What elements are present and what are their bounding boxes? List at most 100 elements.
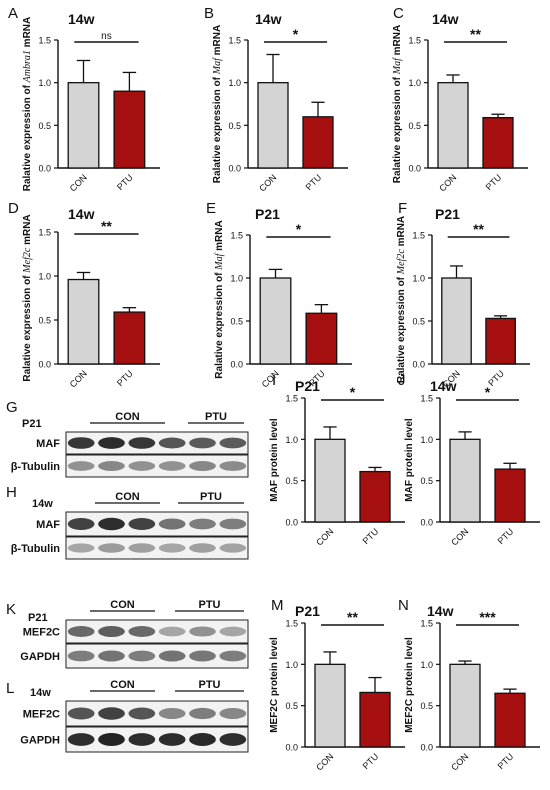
bar-con [314, 438, 346, 523]
y-axis-label-suffix: mRNA [22, 214, 33, 247]
x-tick-label: CON [437, 172, 458, 193]
y-tick-label: 0.5 [285, 476, 298, 486]
bar-con [67, 82, 100, 169]
chart-title: P21 [435, 206, 460, 222]
x-tick-label: PTU [484, 172, 504, 192]
bar-chart-d: D 14w 0.0 0.5 1.0 1.5 Ralative expression of M… [8, 200, 160, 390]
x-tick-label: PTU [115, 368, 135, 388]
blot-row-label: GAPDH [20, 735, 60, 747]
bar-chart-i: I P21 0.0 0.5 1.0 1.5 MAF protein level CON PTU * [269, 372, 405, 548]
bar-chart-e: E P21 0.0 0.5 1.0 1.5 Ralative expression of M… [206, 200, 352, 390]
blot-band [128, 707, 156, 720]
y-axis-label-suffix: mRNA [212, 25, 223, 58]
panel-letter: N [398, 597, 409, 614]
blot-band [158, 518, 186, 530]
blot-row-label: MEF2C [23, 627, 60, 639]
y-tick-label: 0.0 [420, 518, 433, 528]
bar-ptu [302, 116, 334, 169]
y-tick-label: 1.0 [38, 272, 51, 282]
blot-band [158, 650, 186, 662]
blot-band [128, 543, 156, 553]
blot-band [189, 543, 216, 553]
blot-band [128, 626, 156, 637]
significance-label: ** [470, 26, 481, 42]
blot-band [219, 518, 247, 530]
y-tick-label: 1.5 [38, 228, 51, 238]
blot-band [128, 650, 156, 662]
significance-label: ** [347, 609, 358, 625]
blot-band [128, 517, 156, 531]
panel-letter: G [6, 399, 18, 416]
x-tick-label: PTU [361, 526, 381, 546]
blot-band [67, 707, 95, 720]
blot-band [98, 650, 125, 662]
blot-band [219, 650, 247, 662]
blot-band [189, 707, 216, 720]
y-tick-label: 0.0 [408, 164, 421, 174]
chart-title: 14w [68, 206, 95, 222]
x-tick-label: PTU [361, 751, 381, 771]
y-axis-label: Ralative expression of Maf mRNA [214, 220, 225, 378]
blot-strip [65, 454, 249, 478]
y-tick-label: 0.5 [408, 121, 421, 131]
y-tick-label: 1.5 [228, 36, 241, 46]
y-axis-label: MAF protein level [269, 418, 280, 502]
blot-band [67, 733, 95, 746]
bar-con [259, 277, 292, 365]
y-tick-label: 1.0 [38, 78, 51, 88]
y-tick-label: 0.5 [228, 121, 241, 131]
bar-ptu [485, 317, 516, 365]
blot-strip [65, 511, 249, 537]
x-tick-label: PTU [115, 172, 135, 192]
blot-band [98, 461, 125, 471]
y-axis-label-suffix: mRNA [214, 220, 225, 253]
y-tick-label: 0.0 [230, 360, 243, 370]
blot-band [189, 437, 216, 449]
y-tick-label: 1.0 [420, 660, 433, 670]
blot-band [189, 733, 216, 746]
panel-letter: I [272, 372, 276, 389]
y-tick-label: 1.0 [285, 660, 298, 670]
y-tick-label: 1.5 [230, 231, 243, 241]
chart-title: 14w [430, 378, 457, 394]
x-tick-label: CON [449, 751, 470, 772]
y-axis-label-prefix: Ralative expression of [214, 270, 225, 379]
x-tick-label: CON [260, 368, 281, 389]
bar-ptu [113, 311, 146, 365]
bar-ptu [494, 692, 526, 748]
blot-row-label: MEF2C [23, 709, 60, 721]
blot-row-label: GAPDH [20, 651, 60, 663]
panel-letter: J [398, 372, 406, 389]
y-tick-label: 0.0 [285, 743, 298, 753]
y-axis-label: Ralative expression of Maf mRNA [392, 25, 403, 183]
bar-chart-f: F P21 0.0 0.5 1.0 1.5 Ralative expression of M… [396, 200, 530, 390]
significance-label: ** [101, 218, 112, 234]
ptu-group-label: PTU [205, 411, 227, 423]
con-group-label: CON [110, 599, 135, 611]
y-axis-label-gene: Maf [212, 57, 223, 75]
western-blot-k: K P21 CON PTU MEF2C GAPDH [6, 599, 249, 669]
blot-band [219, 733, 247, 746]
blot-band [67, 543, 95, 553]
y-tick-label: 0.5 [285, 701, 298, 711]
y-axis-label-gene: Mef2c [22, 247, 33, 274]
significance-label: * [350, 384, 356, 400]
blot-band [219, 461, 247, 471]
y-axis-label-prefix: Ralative expression of [392, 74, 403, 183]
y-tick-label: 1.0 [408, 78, 421, 88]
bar-chart-b: B 14w 0.0 0.5 1.0 1.5 Ralative expression of M… [204, 5, 348, 194]
y-axis-label-prefix: Ralative expression of [396, 274, 407, 383]
y-tick-label: 0.0 [228, 164, 241, 174]
blot-strip [65, 536, 249, 560]
y-axis-label-gene: Mef2c [396, 249, 407, 276]
panel-letter: M [271, 597, 284, 614]
blot-band [158, 543, 186, 553]
y-tick-label: 1.5 [285, 619, 298, 629]
blot-timepoint: P21 [28, 612, 48, 624]
y-axis-label-prefix: Ralative expression of [22, 82, 33, 191]
significance-label: * [296, 221, 302, 237]
ptu-group-label: PTU [200, 491, 222, 503]
panel-letter: A [8, 5, 18, 22]
y-axis-label-prefix: Ralative expression of [212, 74, 223, 183]
y-tick-label: 1.5 [38, 36, 51, 46]
